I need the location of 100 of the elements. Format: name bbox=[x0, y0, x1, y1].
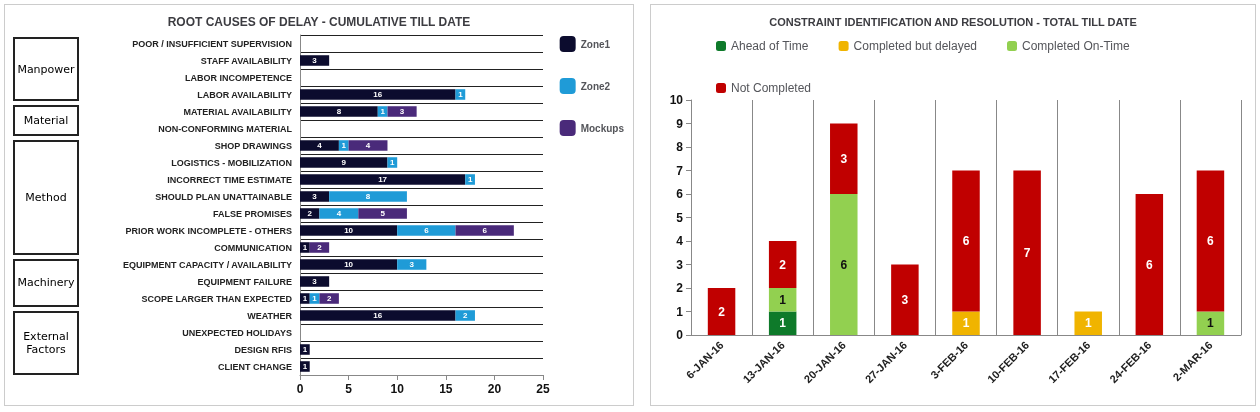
y-tick-label: COMMUNICATION bbox=[214, 242, 292, 253]
text: Method bbox=[13, 139, 79, 256]
legend-label: Completed On-Time bbox=[1022, 39, 1130, 53]
bar bbox=[300, 174, 466, 185]
data-label: 3 bbox=[312, 56, 318, 65]
y-tick-label: CLIENT CHANGE bbox=[218, 361, 292, 372]
bar bbox=[768, 288, 797, 312]
data-label: 10 bbox=[344, 260, 354, 269]
data-label: 3 bbox=[312, 277, 318, 286]
y-tick-label: LABOR INCOMPETENCE bbox=[184, 72, 292, 83]
data-label: 8 bbox=[365, 192, 371, 201]
bar bbox=[300, 310, 456, 321]
legend-label: Zone1 bbox=[580, 38, 611, 50]
data-label: 4 bbox=[365, 141, 371, 150]
data-label: 1 bbox=[779, 292, 787, 307]
y-tick-label: 8 bbox=[676, 140, 684, 154]
text: External Factors bbox=[13, 310, 79, 375]
y-tick-label: STAFF AVAILABILITY bbox=[200, 55, 292, 66]
x-tick-label: 15 bbox=[439, 382, 453, 396]
y-tick-label: NON-CONFORMING MATERIAL bbox=[158, 123, 293, 134]
y-tick-label: 5 bbox=[676, 210, 684, 225]
text: Material bbox=[13, 105, 79, 136]
legend-label: Zone2 bbox=[580, 80, 611, 92]
data-label: 4 bbox=[317, 141, 323, 150]
text: Machinery bbox=[13, 259, 79, 307]
data-label: 2 bbox=[463, 311, 469, 320]
x-tick-label: 10 bbox=[390, 382, 405, 396]
bar bbox=[455, 225, 514, 236]
legend-label: Completed but delayed bbox=[853, 39, 978, 53]
text: Manpower bbox=[13, 37, 79, 102]
data-label: 1 bbox=[962, 316, 970, 331]
data-label: 1 bbox=[302, 294, 308, 303]
data-label: 1 bbox=[380, 107, 386, 116]
bar bbox=[830, 194, 858, 335]
data-label: 3 bbox=[399, 107, 405, 116]
bar bbox=[300, 276, 330, 287]
data-label: 3 bbox=[312, 192, 318, 201]
y-tick-label: PRIOR WORK INCOMPLETE - OTHERS bbox=[125, 225, 292, 236]
data-label: 1 bbox=[458, 90, 464, 99]
data-label: 1 bbox=[1084, 316, 1092, 331]
bar bbox=[397, 225, 456, 236]
data-label: 6 bbox=[962, 234, 970, 248]
y-tick-label: 2 bbox=[676, 281, 684, 295]
data-label: 8 bbox=[336, 107, 342, 116]
bar bbox=[455, 310, 475, 321]
y-tick-label: 1 bbox=[676, 304, 684, 319]
data-label: 17 bbox=[378, 175, 388, 184]
bar bbox=[300, 55, 330, 66]
bar bbox=[387, 106, 417, 117]
bar bbox=[300, 225, 398, 236]
data-label: 3 bbox=[901, 292, 909, 307]
bar bbox=[891, 264, 919, 335]
y-tick-label: 9 bbox=[676, 116, 684, 131]
data-label: 2 bbox=[718, 304, 726, 319]
bar bbox=[1196, 170, 1225, 312]
bar bbox=[830, 123, 858, 194]
bar bbox=[319, 293, 339, 304]
bar bbox=[319, 208, 359, 219]
data-label: 16 bbox=[373, 90, 383, 99]
y-tick-label: FALSE PROMISES bbox=[212, 208, 292, 219]
chart-title: CONSTRAINT IDENTIFICATION AND RESOLUTION - TOTAL TILL DATE bbox=[769, 15, 1137, 28]
y-tick-label: SHOP DRAWINGS bbox=[214, 140, 292, 151]
y-tick-label: 6 bbox=[676, 187, 684, 201]
bar bbox=[358, 208, 407, 219]
data-label: 6 bbox=[482, 226, 488, 235]
bar bbox=[1074, 311, 1102, 335]
data-label: 1 bbox=[467, 175, 473, 184]
bar bbox=[768, 241, 797, 288]
bar bbox=[309, 242, 330, 253]
bar bbox=[1196, 311, 1225, 335]
x-tick-label: 20 bbox=[487, 382, 502, 396]
bar bbox=[300, 191, 330, 202]
bar bbox=[300, 140, 339, 151]
y-tick-label: POOR / INSUFFICIENT SUPERVISION bbox=[132, 38, 292, 49]
bar bbox=[952, 170, 980, 312]
y-tick-label: LABOR AVAILABILITY bbox=[197, 89, 292, 100]
data-label: 1 bbox=[341, 141, 347, 150]
bar bbox=[397, 259, 427, 270]
data-label: 10 bbox=[344, 226, 354, 235]
y-tick-label: 0 bbox=[676, 328, 684, 342]
y-tick-label: 3 bbox=[676, 257, 684, 272]
data-label: 9 bbox=[341, 158, 347, 167]
y-tick-label: DESIGN RFIS bbox=[234, 344, 292, 355]
bar bbox=[768, 311, 797, 335]
legend-label: Ahead of Time bbox=[731, 39, 809, 53]
data-label: 3 bbox=[840, 151, 848, 166]
data-label: 2 bbox=[779, 257, 787, 272]
bar bbox=[1135, 194, 1164, 335]
data-label: 2 bbox=[317, 243, 323, 252]
data-label: 6 bbox=[424, 226, 430, 235]
y-tick-label: EQUIPMENT FAILURE bbox=[197, 276, 292, 287]
bar bbox=[329, 191, 407, 202]
data-label: 2 bbox=[326, 294, 332, 303]
data-label: 6 bbox=[1207, 234, 1215, 248]
bar bbox=[707, 288, 736, 335]
data-label: 3 bbox=[409, 260, 415, 269]
y-tick-label: 7 bbox=[676, 163, 684, 178]
legend-label: Mockups bbox=[580, 122, 625, 134]
data-label: 1 bbox=[779, 316, 787, 331]
bar bbox=[300, 208, 320, 219]
